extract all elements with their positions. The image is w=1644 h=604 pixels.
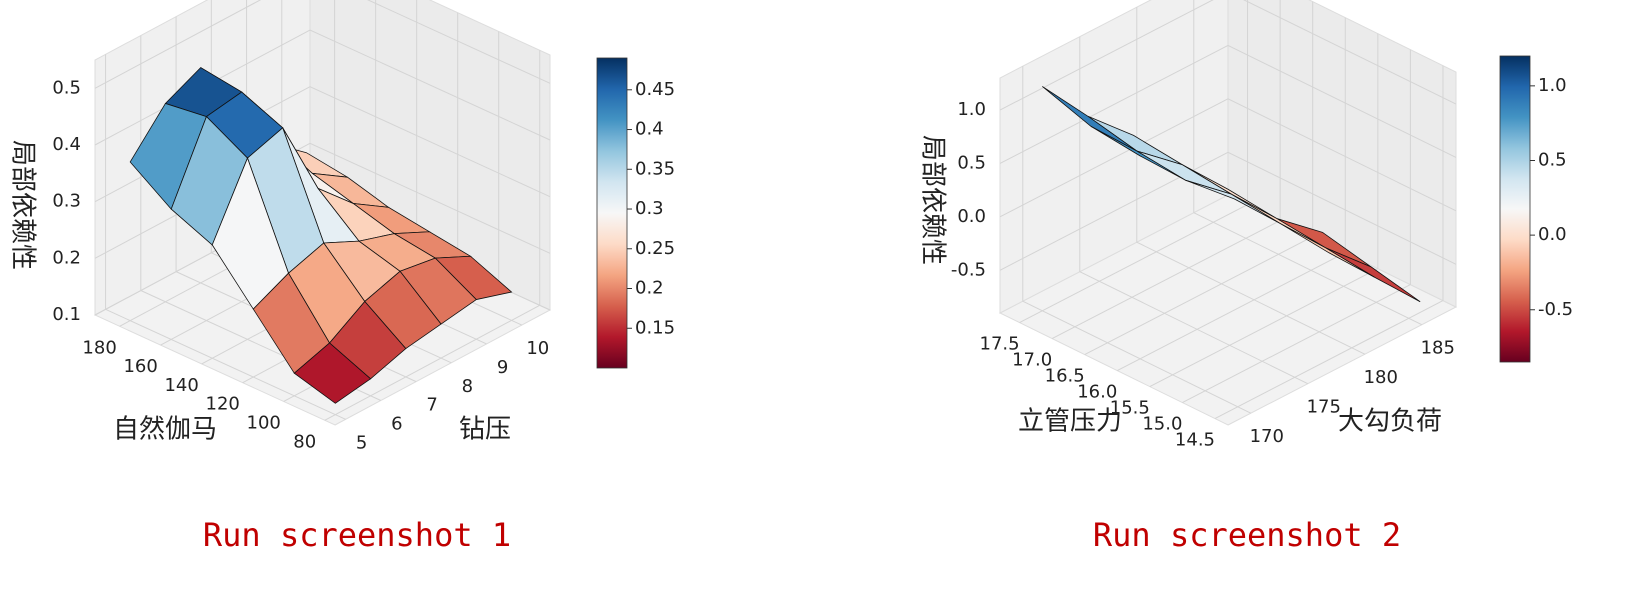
colorbar — [1499, 55, 1531, 363]
x-tick-label: 185 — [1421, 338, 1455, 359]
grid-line — [1193, 0, 1423, 326]
colorbar-tick-label: 0.45 — [635, 79, 675, 100]
x-tick-label: 170 — [1250, 426, 1284, 447]
grid-line — [1149, 33, 1379, 388]
y-tick-label: 100 — [247, 412, 281, 433]
x-tick-label: 5 — [356, 432, 367, 453]
chart: 170 175 180 185 14.515.015.516.016.517.017.5… — [918, 0, 1573, 554]
grid-line — [999, 44, 1457, 164]
y-tick-label: 80 — [293, 431, 316, 452]
z-tick-label: 0.0 — [957, 206, 986, 227]
colorbar — [596, 57, 628, 369]
y-tick-label: 15.5 — [1110, 398, 1150, 419]
y-tick-label: 15.0 — [1142, 414, 1182, 435]
colorbar-tick-label: 0.25 — [635, 238, 675, 259]
z-tick-label: 0.5 — [957, 152, 986, 173]
y-tick-label: 16.0 — [1077, 382, 1117, 403]
x-tick-label: 175 — [1307, 397, 1341, 418]
z-tick-label: 0.2 — [52, 247, 81, 268]
grid-line — [1022, 66, 1252, 414]
colorbar-tick-label: 0.15 — [635, 317, 675, 338]
colorbar-tick-label: 0.5 — [1538, 149, 1567, 170]
grid-line — [94, 142, 551, 259]
caption: Run screenshot 1 — [203, 516, 511, 554]
y-tick-label: 16.5 — [1045, 366, 1085, 387]
x-tick-label: 10 — [526, 338, 549, 359]
y-tick-label: 17.5 — [980, 334, 1020, 355]
grid-line — [94, 0, 551, 89]
grid-line — [1214, 65, 1444, 420]
y-tick-label: 17.0 — [1012, 350, 1052, 371]
x-tick-label: 9 — [497, 357, 508, 378]
colorbar-tick-label: 0.4 — [635, 119, 664, 140]
y-tick-label: 120 — [206, 394, 240, 415]
grid-line — [1182, 49, 1411, 404]
wall-pane — [999, 0, 1229, 314]
colorbar-tick-label: 1.0 — [1538, 75, 1567, 96]
grid-line — [1136, 7, 1366, 355]
z-tick-label: 0.5 — [52, 77, 81, 98]
colorbar-tick-label: 0.0 — [1538, 224, 1567, 245]
y-axis-label: 自然伽马 — [113, 415, 217, 445]
x-tick-label: 180 — [1364, 367, 1398, 388]
colorbar-tick-label: 0.35 — [635, 158, 675, 179]
grid-line — [999, 151, 1457, 271]
z-axis-label: 局部依赖性 — [8, 140, 38, 270]
colorbar-tick-label: 0.2 — [635, 278, 664, 299]
x-axis-label: 钻压 — [459, 415, 511, 445]
x-tick-label: 8 — [462, 376, 473, 397]
z-tick-label: 0.4 — [52, 134, 81, 155]
surface-patch — [1185, 179, 1281, 224]
caption: Run screenshot 2 — [1093, 516, 1401, 554]
grid-line — [999, 98, 1457, 218]
x-tick-label: 6 — [391, 413, 402, 434]
colorbar-tick-label: -0.5 — [1538, 299, 1573, 320]
colorbar-tick-label: 0.3 — [635, 198, 664, 219]
y-tick-label: 160 — [123, 356, 157, 377]
y-tick-label: 180 — [82, 337, 116, 358]
y-axis-label: 立管压力 — [1018, 407, 1122, 437]
y-tick-label: 140 — [164, 375, 198, 396]
surface-patch — [1279, 223, 1375, 278]
z-tick-label: 0.1 — [52, 304, 81, 325]
x-axis-label: 大勾负荷 — [1338, 407, 1442, 437]
x-tick-label: 7 — [426, 395, 437, 416]
surface-patch — [293, 342, 372, 404]
z-tick-label: 0.3 — [52, 191, 81, 212]
z-tick-label: 1.0 — [957, 99, 986, 120]
y-tick-label: 14.5 — [1175, 430, 1215, 451]
grid-line — [999, 0, 1457, 111]
z-axis-label: 局部依赖性 — [918, 135, 948, 265]
surface-patch — [1090, 126, 1186, 181]
z-tick-label: -0.5 — [951, 259, 986, 280]
